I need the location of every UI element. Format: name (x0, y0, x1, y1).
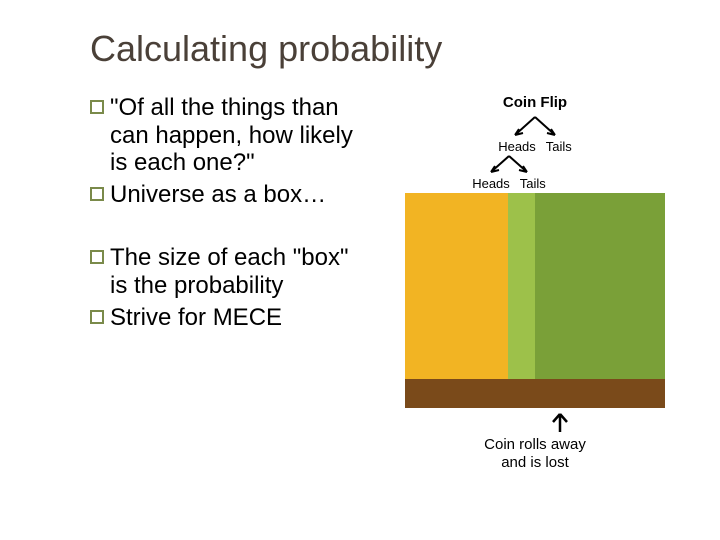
lost-caption: Coin rolls away and is lost (484, 436, 586, 472)
bullet-marker-icon (90, 250, 104, 264)
spacer (90, 212, 370, 244)
bullet-text: The size of each "box" is the probabilit… (110, 244, 370, 299)
bullet-marker-icon (90, 187, 104, 201)
bullet-text: Strive for MECE (110, 304, 282, 332)
caption-line: Coin rolls away (484, 436, 586, 453)
bullet-marker-icon (90, 100, 104, 114)
branch-label: Tails (520, 176, 546, 191)
heads-tails-block (508, 193, 535, 379)
slide: Calculating probability "Of all the thin… (0, 0, 720, 540)
arrow-up-icon (545, 410, 575, 434)
caption-line: and is lost (501, 454, 569, 471)
bullet-item: "Of all the things than can happen, how … (90, 94, 370, 177)
branch-label: Heads (472, 176, 510, 191)
bullet-item: The size of each "box" is the probabilit… (90, 244, 370, 299)
lost-block (405, 379, 665, 408)
content-row: "Of all the things than can happen, how … (90, 94, 670, 472)
split-arrow-icon (479, 154, 539, 178)
branch-label: Heads (498, 139, 536, 154)
bullet-list: "Of all the things than can happen, how … (90, 94, 370, 472)
bullet-text: Universe as a box… (110, 181, 326, 209)
universe-box (405, 193, 665, 408)
tails-block (535, 193, 665, 379)
heads-heads-block (405, 193, 508, 379)
bullet-item: Strive for MECE (90, 304, 370, 332)
split-arrow-icon (505, 115, 565, 139)
slide-title: Calculating probability (90, 28, 670, 70)
branch-label: Tails (546, 139, 572, 154)
bullet-item: Universe as a box… (90, 181, 370, 209)
bullet-marker-icon (90, 310, 104, 324)
probability-tree-diagram: Coin Flip Heads Tails Heads Tails (400, 94, 670, 472)
branch-row-2: Heads Tails (472, 176, 546, 191)
bullet-text: "Of all the things than can happen, how … (110, 94, 370, 177)
branch-row-1: Heads Tails (498, 139, 572, 154)
top-label: Coin Flip (503, 94, 567, 111)
